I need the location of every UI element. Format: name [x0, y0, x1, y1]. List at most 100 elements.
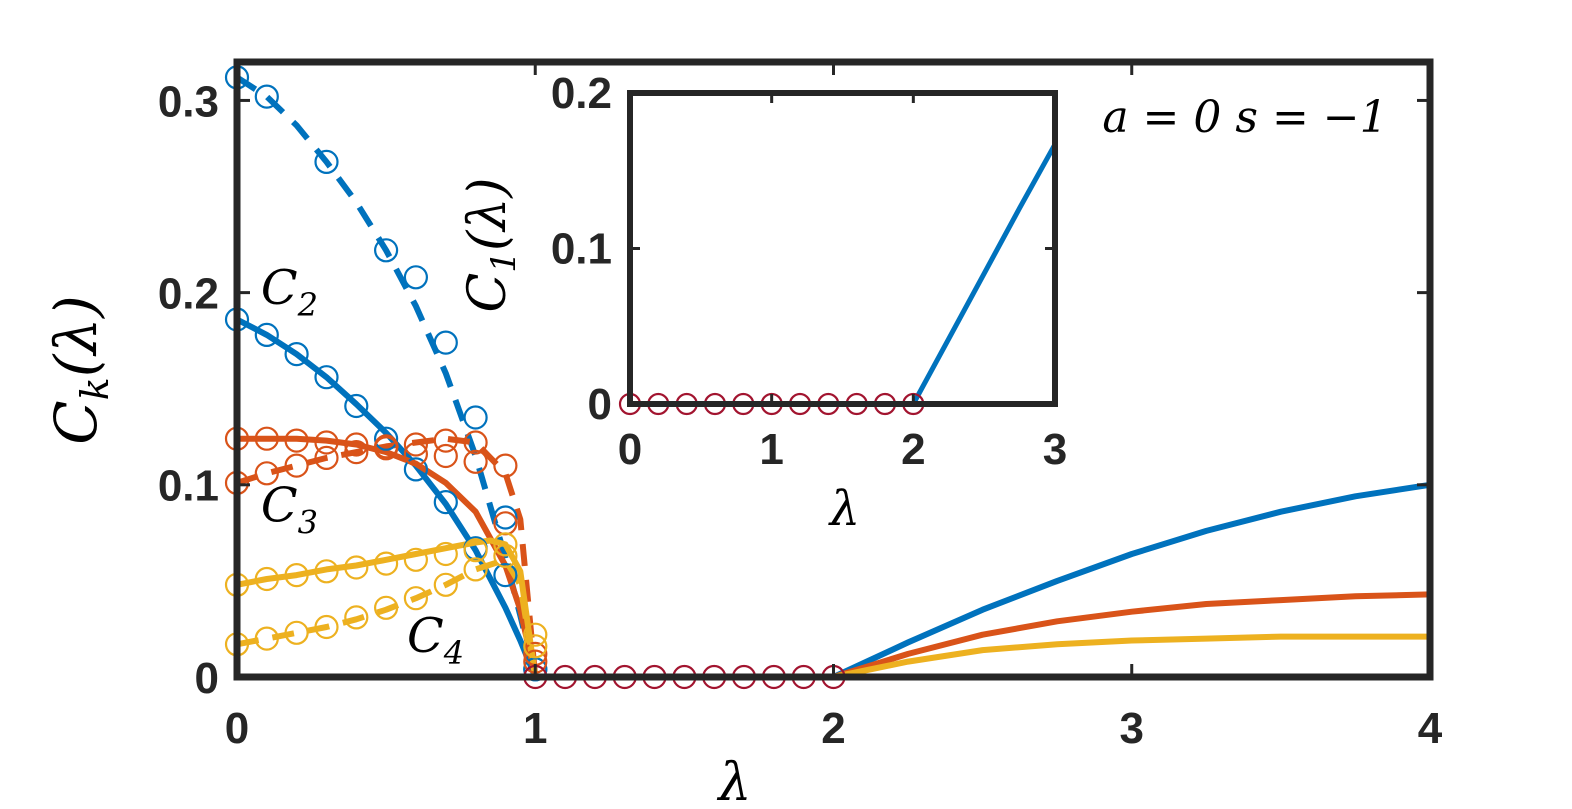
marker-point: [493, 453, 518, 478]
marker-point: [463, 449, 488, 474]
main-y-label-base: C: [42, 400, 110, 444]
main-C2-large-line: [832, 481, 1431, 680]
main-C3-dashed-line: [236, 435, 539, 678]
x-tick-label: 3: [1043, 425, 1067, 474]
marker-point: [344, 440, 369, 465]
main-C3-markers: [224, 426, 548, 674]
marker-point: [403, 432, 428, 457]
marker-point: [463, 557, 488, 582]
marker-point: [314, 430, 339, 455]
inset-plot: 0 1 2 300.10.2 λ C1(λ): [458, 69, 1067, 537]
inset-y-label-arg: (λ): [458, 178, 518, 252]
curve-annotation: C2: [261, 260, 318, 324]
svg-text:Ck(λ): Ck(λ): [42, 295, 117, 444]
marker-point: [344, 432, 369, 457]
main-C1-line: [235, 74, 539, 678]
annotation-base: C: [407, 608, 444, 664]
annotation-sub: 3: [298, 503, 318, 541]
marker-point: [433, 428, 458, 453]
svg-text:C1(λ): C1(λ): [458, 178, 524, 313]
marker-point: [254, 84, 279, 109]
marker-point: [254, 426, 279, 451]
curve-annotation: C4: [407, 608, 464, 672]
parameter-annotation: a = 0 s = −1: [1102, 92, 1387, 143]
marker-point: [403, 586, 428, 611]
y-tick-label: 0.2: [158, 269, 219, 318]
marker-point: [493, 543, 518, 569]
marker-point: [523, 634, 548, 659]
annotation-base: C: [261, 260, 298, 316]
marker-point: [344, 605, 369, 630]
inset-y-axis-label: C1(λ): [458, 178, 524, 313]
marker-point: [463, 430, 488, 455]
marker-point: [433, 541, 458, 567]
marker-point: [254, 322, 279, 347]
main-ticks: [235, 62, 1432, 679]
inset-y-label-base: C: [458, 273, 518, 313]
x-tick-label: 0: [225, 704, 249, 753]
x-tick-label: 2: [901, 425, 925, 474]
marker-point: [433, 330, 458, 355]
main-C3-line: [237, 435, 539, 678]
marker-point: [314, 365, 339, 390]
marker-point: [284, 620, 309, 645]
marker-point: [284, 428, 309, 453]
marker-point: [254, 566, 279, 592]
marker-point: [284, 562, 309, 588]
marker-point: [463, 538, 488, 563]
marker-point: [523, 622, 548, 647]
main-y-label-arg: (λ): [42, 295, 110, 377]
main-x-axis-label: λ: [717, 753, 752, 809]
main-C4-dashed-markers: [224, 543, 548, 657]
main-y-axis-label: Ck(λ): [42, 295, 117, 444]
marker-point: [374, 595, 399, 620]
y-tick-label: 0: [588, 380, 612, 429]
y-tick-label: 0.3: [158, 77, 219, 126]
marker-point: [374, 551, 399, 576]
marker-point: [314, 614, 339, 640]
marker-point: [284, 453, 309, 478]
inset-background: [630, 93, 1055, 404]
inset-y-label-sub: 1: [484, 251, 524, 273]
x-tick-label: 1: [759, 425, 783, 474]
marker-point: [314, 149, 339, 174]
annotation-sub: 4: [443, 634, 464, 672]
marker-point: [344, 393, 369, 419]
x-tick-label: 2: [821, 704, 845, 753]
marker-point: [463, 405, 488, 430]
main-C3-large-line: [832, 591, 1431, 680]
marker-point: [374, 436, 399, 461]
marker-point: [493, 505, 518, 530]
marker-point: [493, 562, 518, 588]
marker-point: [433, 490, 458, 515]
x-tick-label: 1: [523, 704, 547, 753]
marker-point: [254, 461, 279, 486]
marker-point: [344, 555, 369, 580]
marker-point: [284, 342, 309, 367]
marker-point: [374, 426, 399, 451]
annotation-sub: 2: [297, 286, 318, 324]
x-tick-label: 4: [1418, 704, 1443, 753]
marker-point: [403, 547, 428, 572]
marker-point: [314, 559, 339, 584]
x-tick-label: 3: [1120, 704, 1144, 753]
marker-point: [403, 265, 428, 290]
marker-point: [493, 532, 518, 557]
inset-x-axis-label: λ: [828, 481, 860, 537]
main-C4-dashed-line: [236, 556, 539, 678]
marker-point: [254, 626, 279, 651]
y-tick-label: 0.2: [551, 69, 612, 118]
y-tick-label: 0.1: [551, 225, 612, 274]
annotation-base: C: [261, 477, 298, 533]
marker-point: [403, 457, 428, 482]
marker-point: [374, 238, 399, 263]
main-tick-labels: 0 1 2 3 4 0 0.1 0.2 0.3: [158, 77, 1443, 753]
marker-point: [403, 442, 428, 467]
y-tick-label: 0: [195, 654, 219, 703]
main-y-label-sub: k: [73, 377, 117, 400]
y-tick-label: 0.1: [158, 462, 219, 511]
marker-point: [314, 445, 339, 470]
